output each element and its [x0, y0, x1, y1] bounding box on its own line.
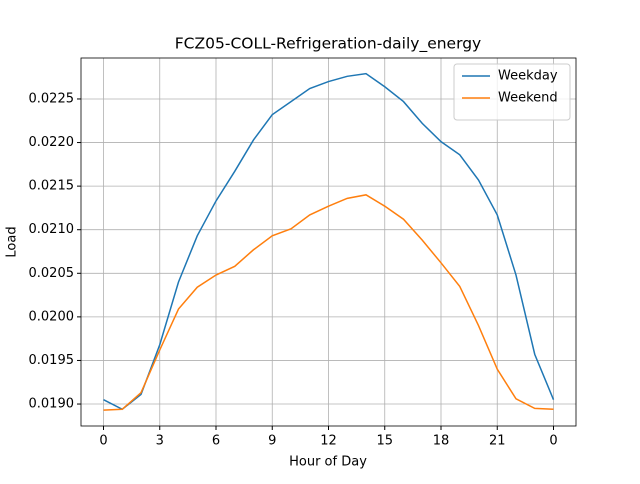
x-tick-label: 0	[549, 434, 557, 449]
x-tick-label: 3	[156, 434, 164, 449]
legend-box	[453, 63, 571, 121]
x-tick-label: 6	[212, 434, 220, 449]
line-series	[103, 72, 555, 411]
legend: Weekday Weekend	[453, 63, 571, 121]
legend-label: Weekend	[498, 91, 558, 106]
y-tick-label: 0.0200	[29, 309, 75, 324]
x-axis-label: Hour of Day	[289, 455, 367, 470]
x-tick-label: 9	[268, 434, 276, 449]
y-tick-label: 0.0190	[29, 397, 75, 412]
x-tick-label: 15	[376, 434, 393, 449]
y-tick-label: 0.0210	[29, 222, 75, 237]
x-tick-label: 18	[433, 434, 450, 449]
x-tick-label: 0	[99, 434, 107, 449]
y-tick-label: 0.0195	[29, 353, 75, 368]
x-tick-label: 21	[489, 434, 506, 449]
plot-frame	[80, 57, 577, 427]
x-tick-label: 12	[320, 434, 337, 449]
y-tick-label: 0.0205	[29, 266, 75, 281]
legend-label: Weekday	[498, 69, 558, 84]
y-tick-label: 0.0220	[29, 135, 75, 150]
chart-title: FCZ05-COLL-Refrigeration-daily_energy	[175, 35, 481, 54]
y-axis-label: Load	[5, 226, 20, 257]
line-series	[103, 194, 554, 411]
y-tick-label: 0.0215	[29, 179, 75, 194]
y-tick-label: 0.0225	[29, 91, 75, 106]
